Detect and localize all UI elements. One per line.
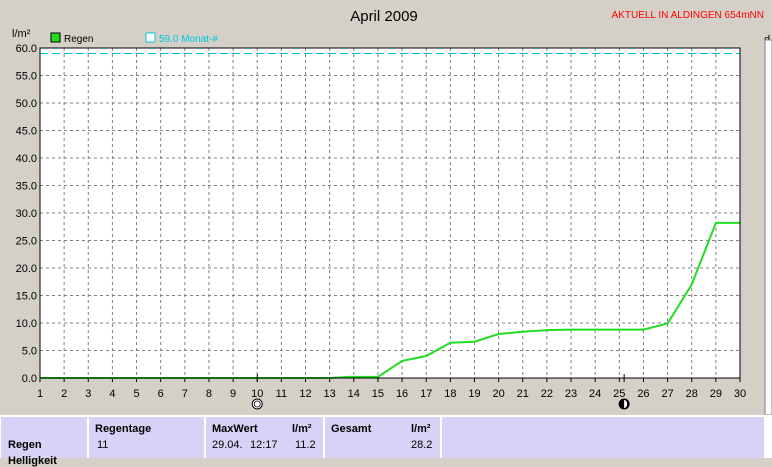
x-tick-label: 4: [109, 388, 115, 400]
gesamt-unit: l/m²: [411, 423, 431, 435]
x-tick-label: 9: [230, 388, 236, 400]
x-tick-label: 20: [492, 388, 504, 400]
x-tick-label: 15: [372, 388, 384, 400]
reference-legend-label: 59.0 Monat-#: [159, 34, 218, 45]
x-tick-label: 3: [85, 388, 91, 400]
site-label: AKTUELL IN ALDINGEN 654mNN: [612, 10, 764, 21]
x-tick-label: 26: [637, 388, 649, 400]
statistics-panel: Regen Helligkeit Regentage 11 MaxWert l/…: [0, 415, 772, 467]
regentage-cell: Regentage 11: [89, 417, 204, 458]
x-tick-label: 2: [61, 388, 67, 400]
x-tick-label: 27: [661, 388, 673, 400]
gesamt-header: Gesamt: [331, 423, 372, 435]
stats-label-column: Regen Helligkeit: [1, 417, 87, 467]
y-tick-label: 0.0: [22, 373, 37, 385]
gesamt-cell: Gesamt l/m² 28.2: [325, 417, 440, 458]
x-tick-label: 8: [206, 388, 212, 400]
first-quarter-moon-icon: [251, 398, 263, 410]
x-tick-label: 28: [686, 388, 698, 400]
grid-lines: [40, 48, 740, 378]
y-tick-label: 60.0: [16, 43, 37, 55]
y-axis-ticks: 0.0 5.0 10.0 15.0 20.0 25.0 30.0 35.0 40.0 45.0 50…: [16, 43, 37, 385]
y-axis-unit: l/m²: [12, 28, 31, 40]
x-tick-label: 17: [420, 388, 432, 400]
x-tick-label: 18: [444, 388, 456, 400]
x-tick-label: 6: [158, 388, 164, 400]
rain-legend-label: Regen: [64, 34, 93, 45]
rain-series-line: [40, 221, 740, 379]
x-tick-label: 12: [299, 388, 311, 400]
y-tick-label: 55.0: [16, 71, 37, 83]
plot-frame: [39, 47, 741, 379]
y-tick-label: 10.0: [16, 318, 37, 330]
y-tick-label: 50.0: [16, 98, 37, 110]
maxwert-value: 11.2: [295, 439, 316, 451]
moon-phase-markers: [251, 374, 630, 410]
helligkeit-row-label: Helligkeit: [8, 455, 57, 467]
y-tick-label: 30.0: [16, 208, 37, 220]
maxwert-date: 29.04.: [212, 439, 243, 451]
y-tick-label: 40.0: [16, 153, 37, 165]
reference-legend-swatch: [145, 32, 156, 43]
x-tick-label: 22: [541, 388, 553, 400]
y-tick-label: 25.0: [16, 236, 37, 248]
regen-row-label: Regen: [8, 439, 42, 451]
x-tick-label: 21: [517, 388, 529, 400]
maxwert-header: MaxWert: [212, 423, 258, 435]
y-tick-label: 35.0: [16, 181, 37, 193]
rain-chart: April 2009 AKTUELL IN ALDINGEN 654mNN l/…: [12, 8, 772, 415]
x-tick-label: 29: [710, 388, 722, 400]
maxwert-cell: MaxWert l/m² 29.04. 12:17 11.2: [206, 417, 323, 458]
x-tick-label: 16: [396, 388, 408, 400]
right-scrollbar[interactable]: [764, 39, 772, 415]
y-tick-label: 20.0: [16, 263, 37, 275]
x-tick-label: 5: [133, 388, 139, 400]
x-tick-label: 10: [251, 388, 263, 400]
chart-title: April 2009: [350, 8, 418, 25]
rain-legend-swatch: [50, 32, 61, 43]
x-tick-label: 30: [734, 388, 746, 400]
x-tick-label: 14: [348, 388, 360, 400]
stats-empty-cell: [442, 417, 764, 458]
x-tick-label: 1: [37, 388, 43, 400]
regentage-value: 11: [97, 439, 109, 451]
maxwert-unit: l/m²: [292, 423, 312, 435]
maxwert-time: 12:17: [250, 439, 278, 451]
y-tick-label: 15.0: [16, 291, 37, 303]
x-tick-label: 11: [276, 388, 287, 400]
x-axis-ticks: 1 2 3 4 5 6 7 8 9 10 11 12 13 14 15 16 17 18 19 20 21 22 23 24 2…: [37, 378, 746, 400]
x-tick-label: 23: [565, 388, 577, 400]
x-tick-label: 7: [182, 388, 188, 400]
x-tick-label: 13: [324, 388, 336, 400]
y-tick-label: 45.0: [16, 126, 37, 138]
legend: Regen 59.0 Monat-#: [50, 32, 218, 45]
x-tick-label: 19: [468, 388, 480, 400]
regentage-header: Regentage: [95, 423, 152, 435]
y-tick-label: 5.0: [22, 346, 37, 358]
x-tick-label: 25: [613, 388, 625, 400]
full-moon-icon: [618, 398, 630, 410]
gesamt-value: 28.2: [411, 439, 433, 451]
x-tick-label: 24: [589, 388, 601, 400]
